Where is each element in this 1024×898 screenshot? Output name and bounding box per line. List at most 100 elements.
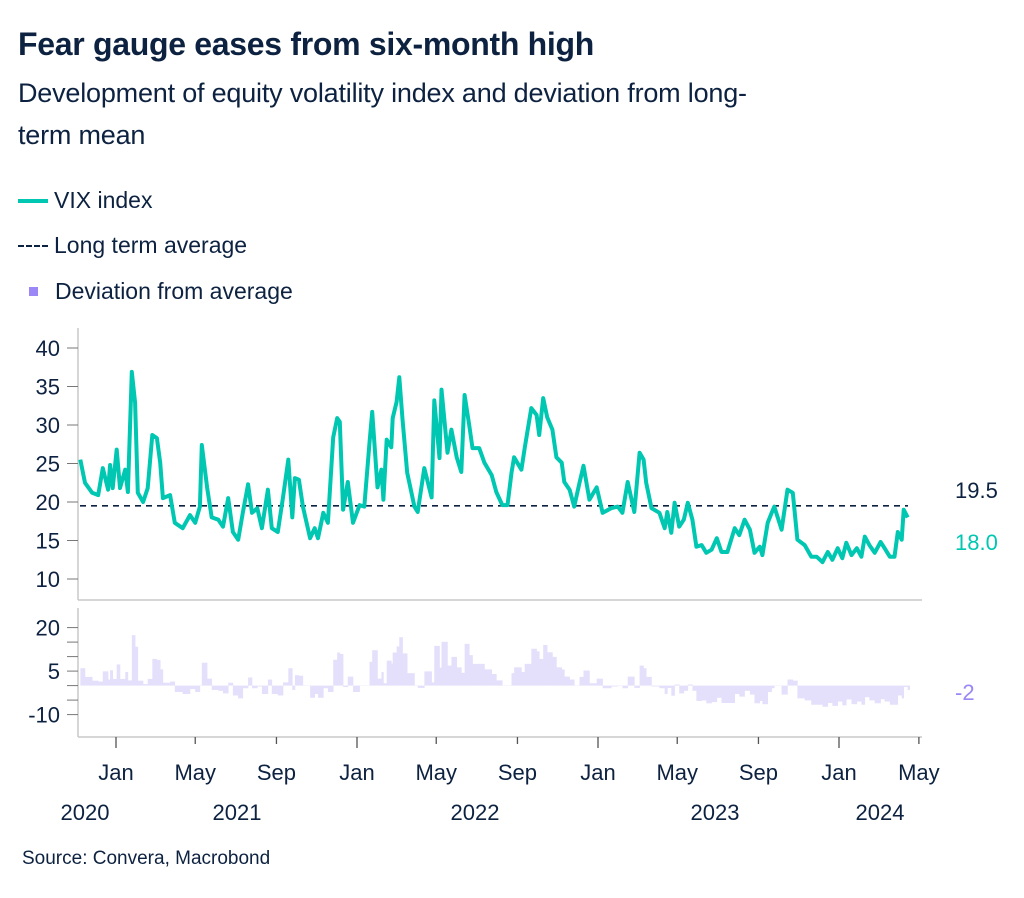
deviation-bar xyxy=(195,685,201,692)
y-tick-label: 40 xyxy=(36,336,60,361)
deviation-bar xyxy=(396,646,400,686)
chart-subtitle-line-1: Development of equity volatility index a… xyxy=(18,78,747,108)
deviation-bar xyxy=(907,685,910,690)
x-year-label: 2022 xyxy=(451,800,500,825)
deviation-bar xyxy=(343,685,349,688)
y-tick-label: 10 xyxy=(36,567,60,592)
deviation-bar xyxy=(170,681,176,686)
deviation-bar xyxy=(846,685,852,700)
deviation-bar xyxy=(706,685,712,704)
deviation-bar xyxy=(417,685,425,688)
deviation-bar xyxy=(561,669,565,686)
deviation-bar xyxy=(856,685,862,702)
x-year-label: 2021 xyxy=(213,800,262,825)
x-month-label: Jan xyxy=(98,760,133,785)
vix-line xyxy=(78,369,910,565)
deviation-bar xyxy=(108,679,111,686)
deviation-bar xyxy=(701,685,707,701)
deviation-bar xyxy=(232,685,239,696)
deviation-bar xyxy=(441,641,448,686)
deviation-bar xyxy=(547,652,553,686)
deviation-bar xyxy=(131,635,136,686)
deviation-bar xyxy=(277,685,284,696)
x-year-label: 2023 xyxy=(691,800,740,825)
deviation-bar xyxy=(602,685,612,689)
x-month-label: May xyxy=(174,760,216,785)
deviation-bar xyxy=(827,685,833,703)
deviation-bar xyxy=(152,658,158,686)
deviation-bar xyxy=(238,685,244,699)
deviation-bar xyxy=(643,668,647,686)
deviation-bar xyxy=(377,678,382,686)
deviation-bar xyxy=(294,675,300,686)
deviation-bar xyxy=(288,668,293,686)
deviation-bar xyxy=(792,680,798,686)
x-year-label: 2020 xyxy=(61,800,110,825)
deviation-bar xyxy=(696,685,702,701)
deviation-bar xyxy=(283,682,289,686)
deviation-bar xyxy=(218,685,224,691)
x-month-label: Sep xyxy=(498,760,537,785)
average-value-label: 19.5 xyxy=(955,478,998,503)
deviation-bar xyxy=(667,685,672,688)
deviation-bar xyxy=(889,685,895,705)
deviation-bar xyxy=(583,670,590,686)
deviation-bar xyxy=(664,685,668,695)
solid-line-icon xyxy=(18,198,48,203)
deviation-bar xyxy=(716,685,722,698)
deviation-bar xyxy=(646,676,652,686)
deviation-bar xyxy=(353,685,360,692)
deviation-bar xyxy=(182,685,191,695)
deviation-bar xyxy=(754,685,761,704)
deviation-bar xyxy=(552,656,557,686)
deviation-bar xyxy=(201,662,208,686)
deviation-bar xyxy=(880,685,885,700)
deviation-bar xyxy=(524,663,532,686)
y-tick-label: 35 xyxy=(36,375,60,400)
deviation-bar xyxy=(160,669,164,686)
deviation-bar xyxy=(749,685,755,695)
deviation-bar xyxy=(80,668,86,686)
deviation-bar xyxy=(874,685,881,704)
y-tick-label: 20 xyxy=(36,490,60,515)
deviation-bar xyxy=(333,659,338,686)
deviation-bar xyxy=(479,663,485,686)
deviation-bar xyxy=(464,643,470,686)
deviation-bar xyxy=(556,667,562,686)
deviation-bar xyxy=(424,671,432,686)
deviation-bar xyxy=(727,685,735,703)
deviation-bar xyxy=(147,678,153,686)
deviation-bar xyxy=(472,663,480,686)
deviation-bar xyxy=(298,675,304,686)
deviation-bar xyxy=(434,645,440,686)
deviation-bar xyxy=(391,663,393,686)
deviation-bar xyxy=(92,680,99,686)
deviation-bar xyxy=(267,679,273,686)
deviation-bar xyxy=(211,685,219,690)
x-axis-labels: Jan May Sep Jan May Sep Jan May Sep Jan May 2020 202… xyxy=(61,760,940,825)
deviation-bar xyxy=(451,656,458,686)
deviation-bar xyxy=(762,685,768,705)
deviation-bar xyxy=(156,660,161,686)
deviation-bar xyxy=(683,685,689,691)
axes: 40 35 30 25 20 15 10 20 5 -10 xyxy=(28,328,922,748)
deviation-bar xyxy=(127,680,133,686)
deviation-bar xyxy=(811,685,817,705)
deviation-bar xyxy=(261,685,269,695)
deviation-bar xyxy=(431,682,435,686)
deviation-bar xyxy=(407,673,415,686)
deviation-bar xyxy=(869,685,875,701)
deviation-bar xyxy=(381,671,384,686)
legend-item-deviation: Deviation from average xyxy=(18,278,293,305)
deviation-bar xyxy=(496,680,503,686)
deviation-bar xyxy=(248,677,253,686)
deviation-bar xyxy=(469,655,473,686)
deviation-bar xyxy=(651,685,660,687)
deviation-bar xyxy=(125,671,129,686)
x-month-label: Jan xyxy=(580,760,615,785)
deviation-bar xyxy=(439,667,442,686)
deviation-bar xyxy=(461,672,465,686)
deviation-bar xyxy=(787,679,794,686)
deviation-bar xyxy=(767,685,772,692)
